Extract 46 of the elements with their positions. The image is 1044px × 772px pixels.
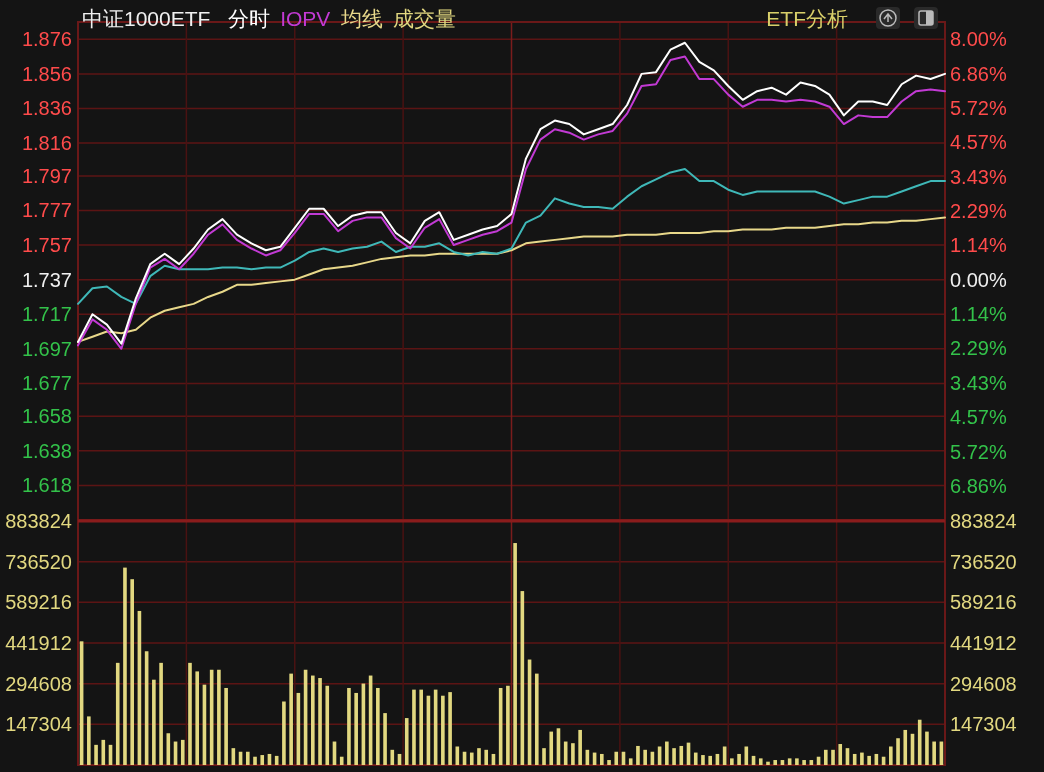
text: 成交量 bbox=[392, 7, 456, 30]
y-tick-label: 1.618 bbox=[21, 474, 72, 497]
y2-tick-label: 441912 bbox=[950, 632, 1017, 654]
y-tick-label: 1.856 bbox=[21, 62, 72, 85]
y-tick-label: 1.677 bbox=[21, 372, 72, 395]
text: 分时 bbox=[228, 7, 271, 30]
y2-tick-label: 589216 bbox=[950, 591, 1017, 614]
chart-title: 中证1000ETF bbox=[82, 7, 211, 30]
y2-tick-label: 5.72% bbox=[950, 440, 1007, 463]
y2-tick-label: 1.14% bbox=[950, 302, 1007, 325]
y-tick-label: 1.717 bbox=[21, 303, 72, 326]
y-tick-label: 1.638 bbox=[21, 439, 72, 462]
y-tick-label: 1.876 bbox=[21, 28, 72, 51]
y-tick-label: 294608 bbox=[5, 672, 72, 695]
y-tick-label: 1.697 bbox=[21, 337, 72, 360]
y-tick-label: 589216 bbox=[5, 591, 72, 614]
y-tick-label: 147304 bbox=[5, 713, 72, 736]
y-tick-label: 1.836 bbox=[21, 97, 72, 120]
y2-tick-label: 2.29% bbox=[950, 199, 1007, 222]
y2-tick-label: 8.00% bbox=[950, 28, 1007, 51]
y-tick-label: 1.737 bbox=[21, 268, 72, 291]
y-tick-label: 441912 bbox=[5, 632, 72, 654]
y-tick-label: 883824 bbox=[5, 510, 72, 532]
y2-tick-label: 6.86% bbox=[950, 62, 1007, 85]
y2-tick-label: 6.86% bbox=[950, 474, 1007, 497]
y2-tick-label: 2.29% bbox=[950, 337, 1007, 360]
y-tick-label: 736520 bbox=[5, 550, 72, 573]
annotation: ETF分析 bbox=[766, 7, 848, 30]
y2-tick-label: 3.43% bbox=[950, 371, 1007, 394]
y-tick-label: 1.757 bbox=[21, 234, 72, 257]
y2-tick-label: 4.57% bbox=[950, 131, 1007, 154]
y2-tick-label: 4.57% bbox=[950, 405, 1007, 428]
y-tick-label: 1.658 bbox=[21, 405, 72, 428]
y-tick-label: 1.816 bbox=[21, 132, 72, 155]
y2-tick-label: 883824 bbox=[950, 510, 1017, 532]
y2-tick-label: 736520 bbox=[950, 550, 1017, 573]
y-tick-label: 1.777 bbox=[21, 199, 72, 222]
y2-tick-label: 294608 bbox=[950, 672, 1017, 695]
y2-tick-label: 147304 bbox=[950, 713, 1017, 736]
text: 均线 bbox=[339, 7, 383, 30]
y2-tick-label: 1.14% bbox=[950, 234, 1007, 257]
y2-tick-label: 0.00% bbox=[950, 268, 1007, 291]
y2-tick-label: 5.72% bbox=[950, 96, 1007, 119]
text: IOPV bbox=[280, 7, 331, 30]
y2-tick-label: 3.43% bbox=[950, 165, 1007, 188]
y-tick-label: 1.797 bbox=[21, 164, 72, 187]
